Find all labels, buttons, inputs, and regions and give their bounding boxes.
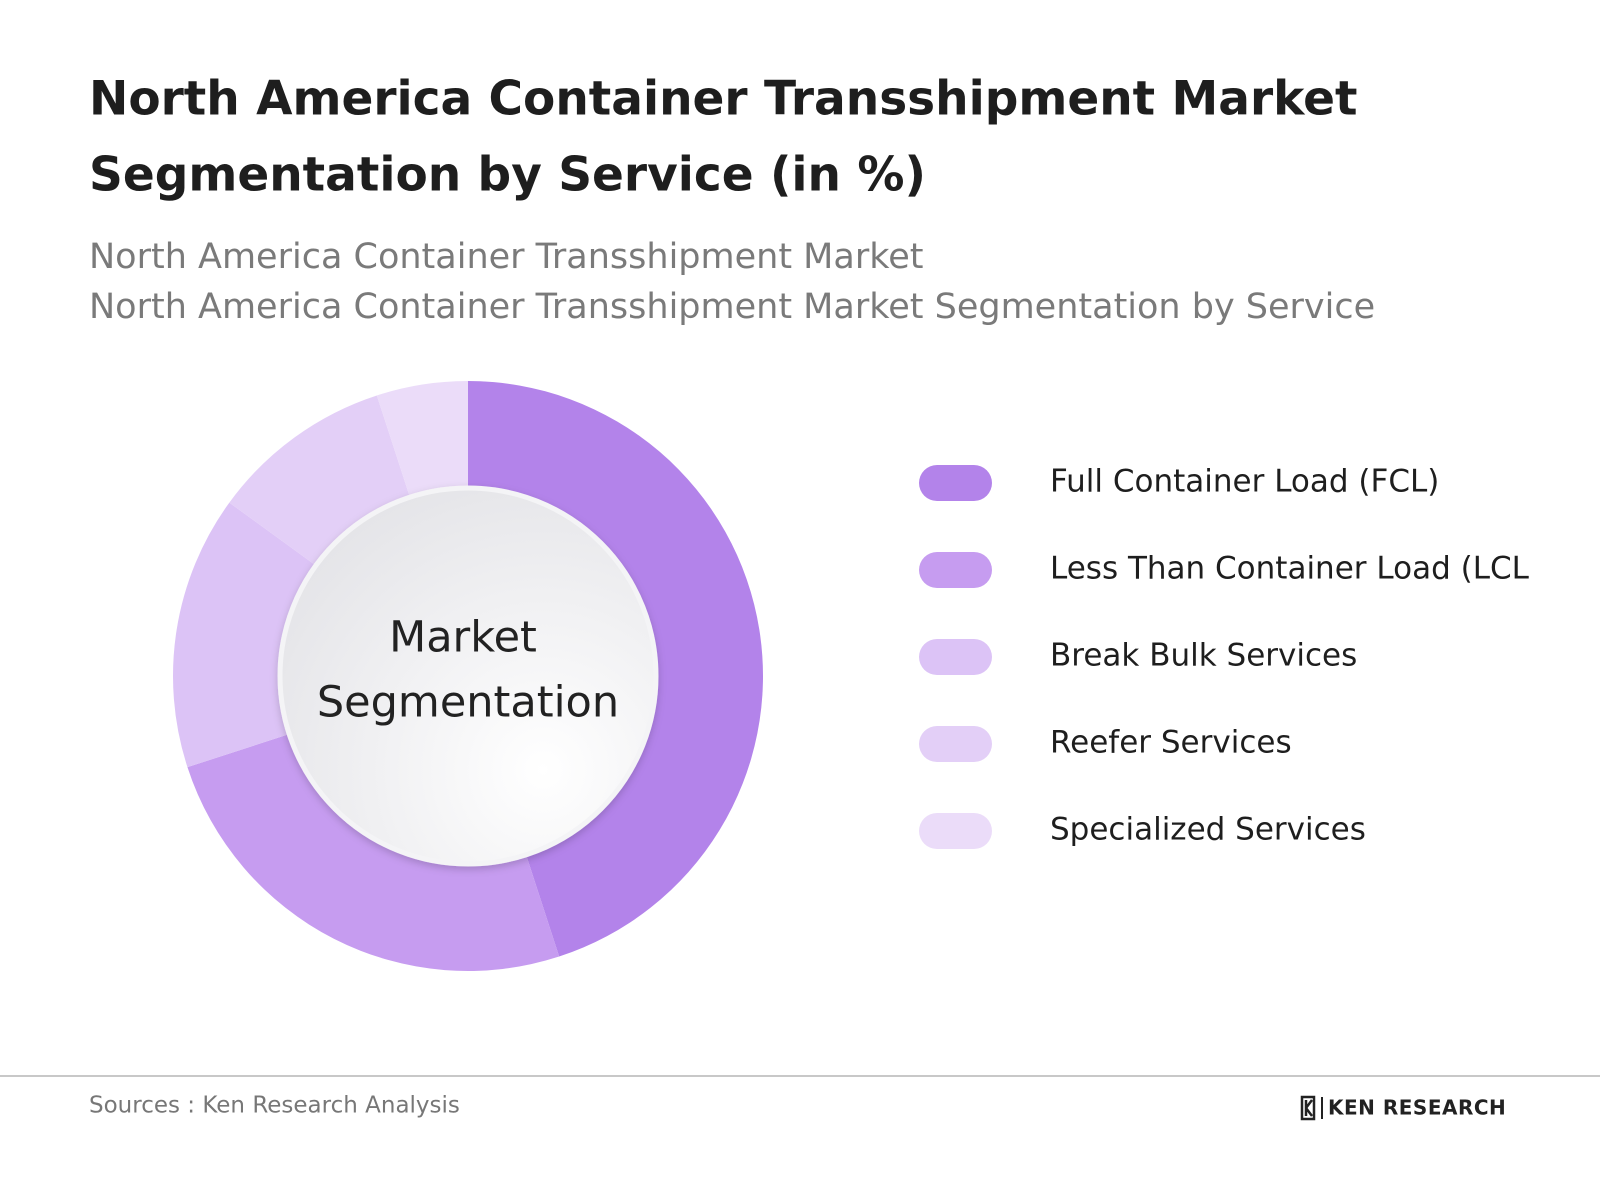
legend-label: Less Than Container Load (LCL xyxy=(1050,551,1530,587)
legend-label: Specialized Services xyxy=(1050,812,1366,848)
brand-icon xyxy=(1300,1095,1316,1121)
donut-slice xyxy=(376,381,468,499)
legend-swatch xyxy=(919,465,992,501)
donut-slice xyxy=(187,733,560,971)
donut-center xyxy=(277,485,659,867)
legend-label: Full Container Load (FCL) xyxy=(1050,464,1439,500)
source-note: Sources : Ken Research Analysis xyxy=(89,1093,460,1119)
donut-slice xyxy=(229,395,411,567)
legend-swatch xyxy=(919,552,992,588)
donut-slice xyxy=(468,381,763,957)
chart-title: Segmentation by Service (in %) xyxy=(89,148,926,203)
chart-title: North America Container Transshipment Ma… xyxy=(89,72,1358,127)
brand-logo: KEN RESEARCH xyxy=(1300,1095,1506,1121)
legend-label: Break Bulk Services xyxy=(1050,638,1357,674)
center-label: Segmentation xyxy=(317,678,619,728)
legend: Full Container Load (FCL) Less Than Conta… xyxy=(919,464,1530,849)
chart-subtitle: North America Container Transshipment Ma… xyxy=(89,237,924,277)
center-label: Market xyxy=(389,613,537,663)
chart-subtitle: North America Container Transshipment Ma… xyxy=(89,287,1375,327)
legend-swatch xyxy=(919,813,992,849)
legend-swatch xyxy=(919,639,992,675)
legend-swatch xyxy=(919,726,992,762)
legend-label: Reefer Services xyxy=(1050,725,1292,761)
brand-name: KEN RESEARCH xyxy=(1328,1096,1506,1120)
